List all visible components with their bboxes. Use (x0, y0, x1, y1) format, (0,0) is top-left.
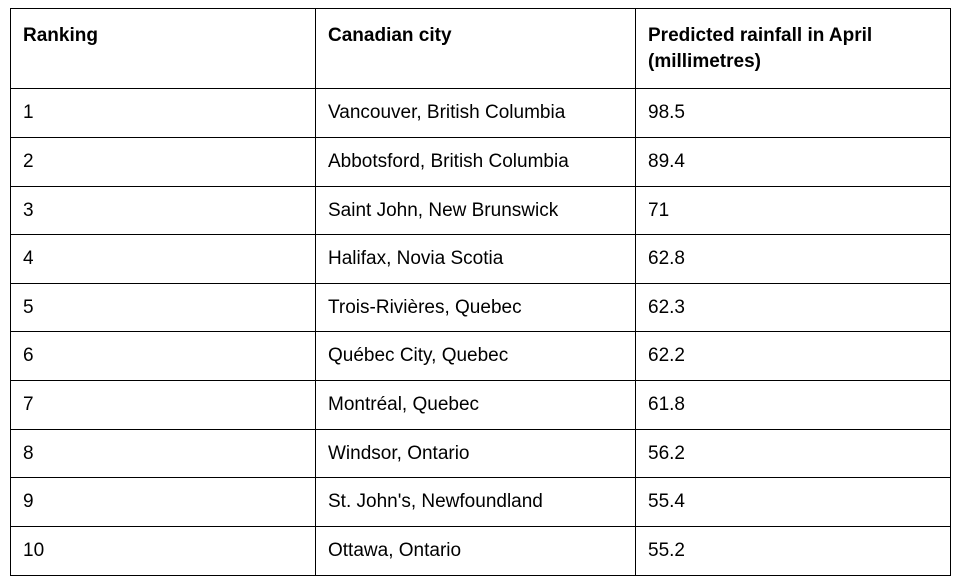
col-header-ranking: Ranking (11, 9, 316, 89)
table-container: Ranking Canadian city Predicted rainfall… (0, 0, 960, 584)
cell-city: Abbotsford, British Columbia (316, 137, 636, 186)
cell-rank: 7 (11, 381, 316, 430)
cell-rank: 5 (11, 283, 316, 332)
cell-rain: 71 (636, 186, 951, 235)
table-row: 1 Vancouver, British Columbia 98.5 (11, 89, 951, 138)
table-row: 4 Halifax, Novia Scotia 62.8 (11, 235, 951, 284)
cell-city: Ottawa, Ontario (316, 527, 636, 576)
cell-city: Saint John, New Brunswick (316, 186, 636, 235)
cell-rain: 62.8 (636, 235, 951, 284)
cell-rank: 3 (11, 186, 316, 235)
cell-rank: 8 (11, 429, 316, 478)
table-row: 8 Windsor, Ontario 56.2 (11, 429, 951, 478)
col-header-city: Canadian city (316, 9, 636, 89)
table-row: 9 St. John's, Newfoundland 55.4 (11, 478, 951, 527)
cell-city: Trois-Rivières, Quebec (316, 283, 636, 332)
cell-rain: 89.4 (636, 137, 951, 186)
cell-rank: 9 (11, 478, 316, 527)
table-row: 10 Ottawa, Ontario 55.2 (11, 527, 951, 576)
cell-rank: 6 (11, 332, 316, 381)
table-row: 2 Abbotsford, British Columbia 89.4 (11, 137, 951, 186)
cell-rain: 56.2 (636, 429, 951, 478)
table-header-row: Ranking Canadian city Predicted rainfall… (11, 9, 951, 89)
cell-city: Windsor, Ontario (316, 429, 636, 478)
col-header-rainfall: Predicted rainfall in April (millimetres… (636, 9, 951, 89)
cell-city: Halifax, Novia Scotia (316, 235, 636, 284)
cell-rain: 98.5 (636, 89, 951, 138)
table-row: 3 Saint John, New Brunswick 71 (11, 186, 951, 235)
cell-rank: 1 (11, 89, 316, 138)
cell-rank: 2 (11, 137, 316, 186)
cell-rank: 10 (11, 527, 316, 576)
cell-rain: 55.2 (636, 527, 951, 576)
cell-rank: 4 (11, 235, 316, 284)
table-row: 5 Trois-Rivières, Quebec 62.3 (11, 283, 951, 332)
cell-city: Vancouver, British Columbia (316, 89, 636, 138)
cell-rain: 62.3 (636, 283, 951, 332)
cell-rain: 55.4 (636, 478, 951, 527)
rainfall-table: Ranking Canadian city Predicted rainfall… (10, 8, 951, 576)
table-row: 7 Montréal, Quebec 61.8 (11, 381, 951, 430)
table-row: 6 Québec City, Quebec 62.2 (11, 332, 951, 381)
cell-rain: 62.2 (636, 332, 951, 381)
cell-city: St. John's, Newfoundland (316, 478, 636, 527)
cell-city: Québec City, Quebec (316, 332, 636, 381)
cell-rain: 61.8 (636, 381, 951, 430)
cell-city: Montréal, Quebec (316, 381, 636, 430)
